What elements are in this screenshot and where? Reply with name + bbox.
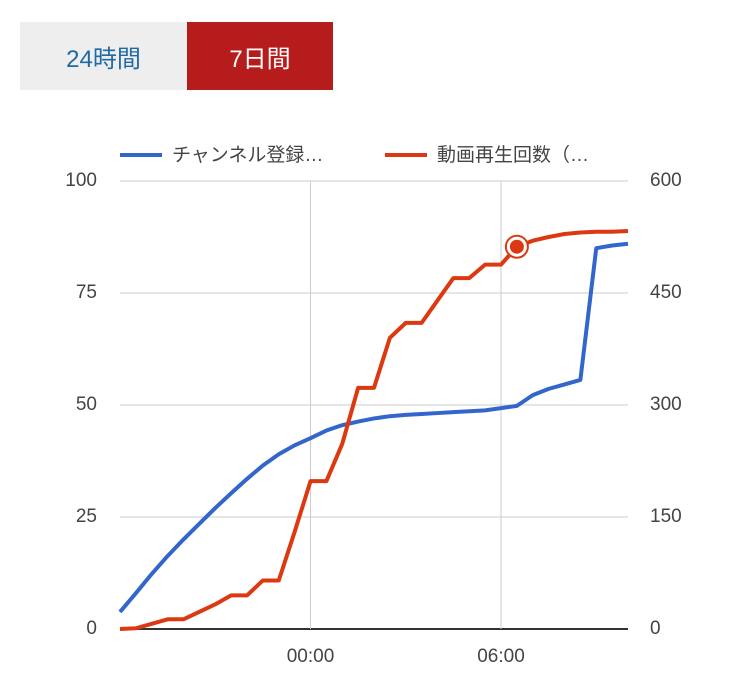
selected-point-ring bbox=[504, 234, 529, 259]
y-tick-label: 100 bbox=[65, 170, 97, 191]
line-series bbox=[118, 241, 629, 614]
y-tick-label: 75 bbox=[76, 282, 97, 303]
legend-label: チャンネル登録… bbox=[172, 144, 323, 166]
selected-point bbox=[509, 239, 524, 254]
tab-active[interactable]: 7日間 bbox=[187, 22, 333, 90]
y-tick-label: 25 bbox=[76, 506, 97, 527]
y2-tick-label: 150 bbox=[650, 506, 682, 527]
y2-tick-label: 300 bbox=[650, 394, 682, 415]
y2-tick-label: 600 bbox=[650, 170, 682, 191]
y2-tick-label: 0 bbox=[650, 618, 661, 639]
x-tick-label: 06:00 bbox=[477, 646, 525, 667]
line-series bbox=[119, 229, 629, 631]
tab[interactable]: 24時間 bbox=[20, 22, 187, 90]
y-tick-label: 50 bbox=[76, 394, 97, 415]
x-tick-label: 00:00 bbox=[287, 646, 335, 667]
legend-label: 動画再生回数（… bbox=[437, 144, 589, 166]
y-tick-label: 0 bbox=[86, 618, 97, 639]
y2-tick-label: 450 bbox=[650, 282, 682, 303]
